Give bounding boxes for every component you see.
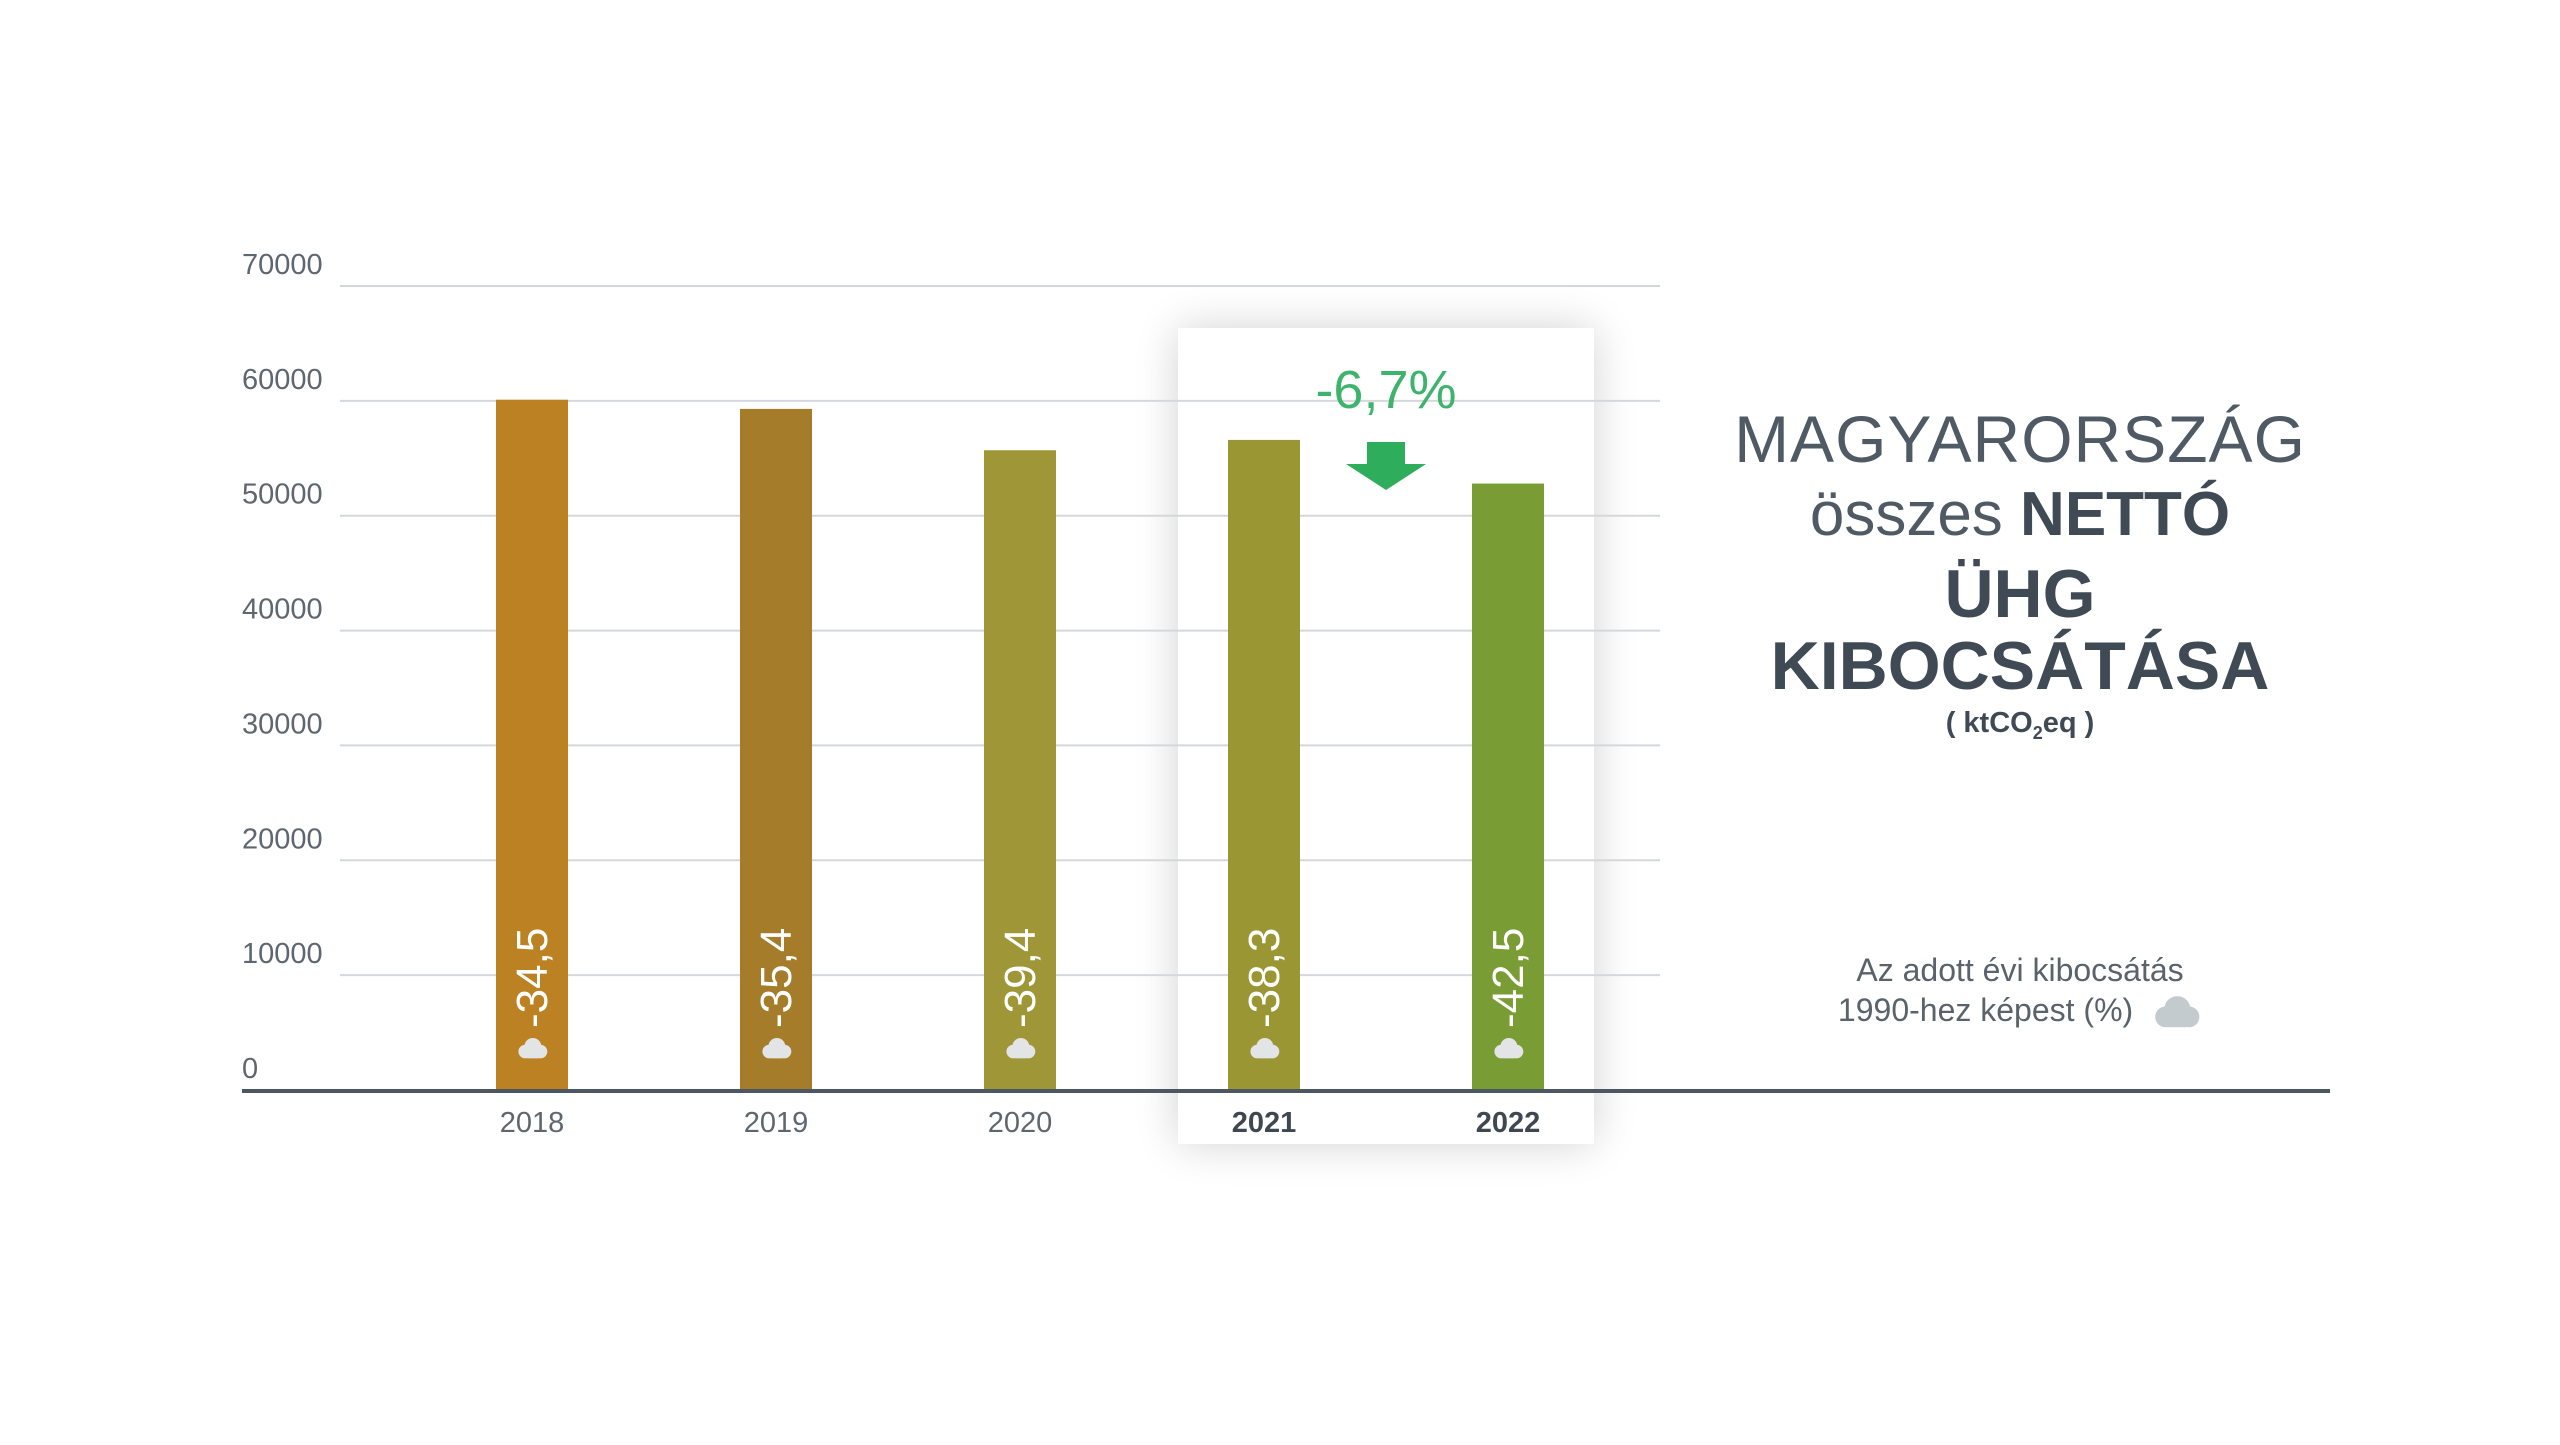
x-tick-label: 2022 — [1476, 1107, 1541, 1139]
y-tick-label: 50000 — [242, 479, 323, 511]
down-arrow-icon — [1346, 442, 1426, 490]
x-tick-label: 2021 — [1232, 1107, 1297, 1139]
y-tick-label: 30000 — [242, 708, 323, 740]
legend-line-1: Az adott évi kibocsátás — [1856, 952, 2184, 988]
title-line-2-bold: NETTÓ — [2020, 480, 2231, 550]
bar-2021 — [1228, 439, 1300, 1090]
y-tick-label: 10000 — [242, 938, 323, 970]
title-line-2: összes NETTÓ — [1700, 482, 2340, 547]
title-unit: ( ktCO2eq ) — [1700, 708, 2340, 743]
y-tick-label: 0 — [242, 1053, 258, 1085]
legend-line-2-text: 1990-hez képest (%) — [1837, 992, 2134, 1028]
legend-line-2: 1990-hez képest (%) — [1790, 990, 2250, 1032]
bar-2018 — [496, 399, 568, 1090]
change-percent-label: -6,7% — [1315, 360, 1456, 420]
unit-subscript: 2 — [2032, 722, 2043, 743]
x-tick-label: 2018 — [500, 1107, 565, 1139]
y-tick-label: 40000 — [242, 594, 323, 626]
bar-value-label: -34,5 — [508, 928, 557, 1028]
title-line-3: ÜHG KIBOCSÁTÁSA — [1770, 556, 2270, 704]
y-tick-label: 70000 — [242, 249, 323, 281]
bar-2020 — [984, 450, 1056, 1090]
bar-value-label: -38,3 — [1240, 928, 1289, 1028]
bar-value-label: -35,4 — [752, 928, 801, 1028]
bar-value-label: -39,4 — [996, 928, 1045, 1028]
title-line-1: MAGYARORSZÁG — [1734, 402, 2306, 476]
unit-prefix: ( ktCO — [1945, 707, 2033, 740]
title-line-2-light: összes — [1809, 480, 2003, 550]
chart-title: MAGYARORSZÁG összes NETTÓ ÜHG KIBOCSÁTÁS… — [1700, 402, 2340, 743]
bar-2022 — [1472, 483, 1544, 1090]
y-tick-label: 20000 — [242, 823, 323, 855]
bar-2019 — [740, 408, 812, 1090]
unit-suffix: eq ) — [2042, 707, 2095, 740]
y-tick-label: 60000 — [242, 364, 323, 396]
cloud-icon — [2150, 994, 2202, 1032]
x-tick-label: 2020 — [988, 1107, 1053, 1139]
x-tick-label: 2019 — [744, 1107, 809, 1139]
bar-label-legend: Az adott évi kibocsátás 1990-hez képest … — [1790, 950, 2250, 1032]
bar-value-label: -42,5 — [1484, 928, 1533, 1028]
